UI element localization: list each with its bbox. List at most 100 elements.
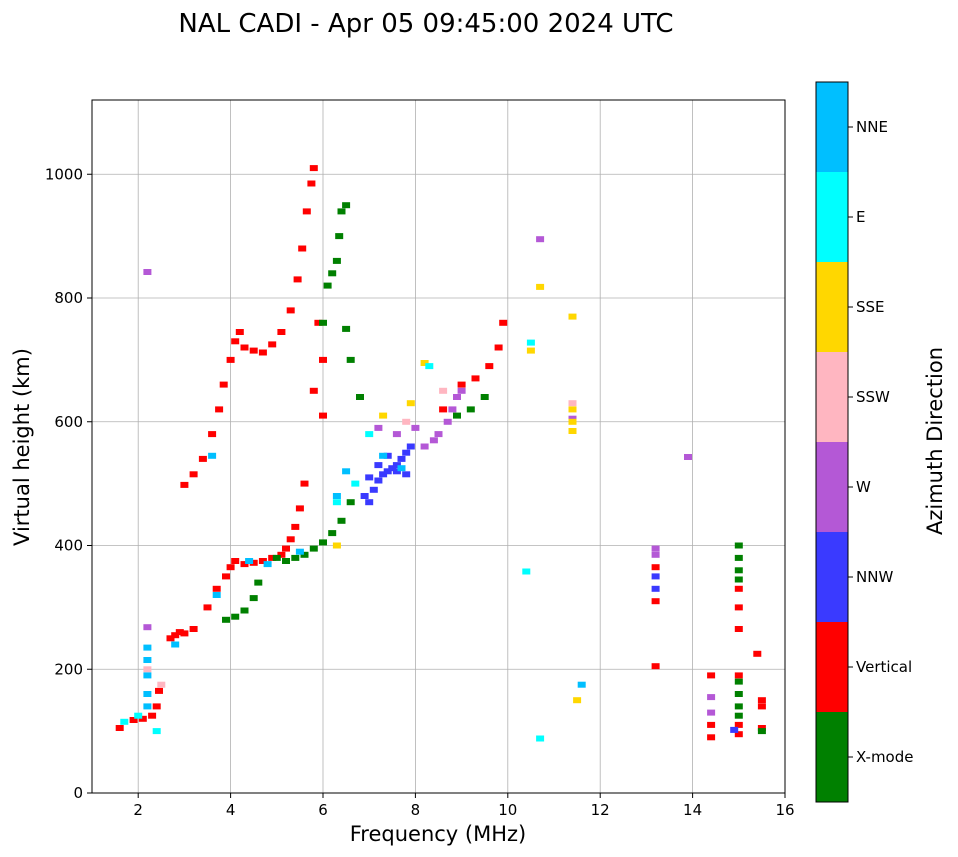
x-tick-label: 12 bbox=[591, 801, 610, 819]
data-point-vertical bbox=[208, 431, 217, 438]
colorbar-swatch-x-mode bbox=[816, 712, 848, 802]
data-point-nnw bbox=[374, 477, 383, 484]
data-point-w bbox=[707, 709, 716, 716]
data-point-vertical bbox=[240, 344, 249, 351]
colorbar-swatch-ssw bbox=[816, 352, 848, 442]
data-point-vertical bbox=[471, 375, 480, 382]
colorbar-tick-label: SSE bbox=[856, 298, 885, 316]
colorbar-swatch-nnw bbox=[816, 532, 848, 622]
data-point-nne bbox=[143, 657, 152, 663]
data-point-nne bbox=[263, 561, 272, 568]
colorbar-tick-label: NNE bbox=[856, 118, 888, 136]
data-point-x-mode bbox=[342, 202, 351, 209]
colorbar-swatch-nne bbox=[816, 82, 848, 172]
data-point-sse bbox=[526, 347, 535, 354]
data-point-e bbox=[425, 363, 434, 370]
data-point-x-mode bbox=[734, 567, 743, 574]
data-point-e bbox=[152, 728, 161, 735]
data-point-w bbox=[411, 424, 420, 431]
data-point-w bbox=[453, 394, 461, 400]
data-point-w bbox=[443, 418, 452, 425]
data-point-nnw bbox=[730, 726, 739, 733]
data-point-nnw bbox=[388, 465, 397, 472]
data-point-nne bbox=[397, 465, 406, 472]
data-point-nne bbox=[577, 681, 586, 688]
y-tick-label: 0 bbox=[73, 784, 83, 802]
x-tick-label: 2 bbox=[133, 801, 143, 819]
data-point-x-mode bbox=[231, 613, 240, 620]
data-point-vertical bbox=[240, 561, 249, 568]
data-point-x-mode bbox=[272, 554, 281, 561]
data-point-w bbox=[143, 269, 152, 275]
data-point-vertical bbox=[277, 329, 286, 335]
data-point-w bbox=[568, 415, 577, 422]
data-point-nnw bbox=[365, 474, 374, 481]
data-points bbox=[115, 165, 766, 742]
data-point-vertical bbox=[166, 635, 175, 642]
data-point-sse bbox=[332, 542, 341, 549]
data-point-x-mode bbox=[222, 616, 230, 623]
data-point-nne bbox=[245, 558, 254, 564]
data-point-vertical bbox=[707, 721, 716, 728]
data-point-vertical bbox=[212, 585, 221, 592]
data-point-nnw bbox=[392, 462, 401, 469]
y-axis-ticks: 0 200 400 600 800 1000 bbox=[45, 165, 92, 802]
data-point-vertical bbox=[226, 356, 235, 363]
data-point-vertical bbox=[258, 349, 267, 356]
data-point-nnw bbox=[369, 486, 378, 493]
data-point-x-mode bbox=[734, 678, 743, 685]
data-point-vertical bbox=[277, 551, 286, 558]
x-axis-label: Frequency (MHz) bbox=[350, 822, 526, 846]
data-point-nne bbox=[208, 452, 217, 459]
data-point-vertical bbox=[215, 406, 224, 413]
data-point-e bbox=[522, 568, 531, 575]
colorbar-swatch-sse bbox=[816, 262, 848, 352]
data-point-vertical bbox=[439, 406, 448, 413]
x-tick-label: 4 bbox=[226, 801, 236, 819]
data-point-sse bbox=[406, 400, 415, 407]
data-point-vertical bbox=[180, 630, 189, 637]
data-point-nne bbox=[143, 703, 152, 710]
data-point-w bbox=[392, 431, 401, 438]
data-point-vertical bbox=[235, 329, 244, 335]
grid-lines bbox=[92, 100, 786, 794]
x-tick-label: 10 bbox=[498, 801, 517, 819]
data-point-x-mode bbox=[328, 530, 337, 537]
colorbar-tick-label: Vertical bbox=[856, 658, 912, 676]
data-point-x-mode bbox=[734, 712, 743, 719]
data-point-vertical bbox=[319, 412, 327, 419]
colorbar-tick-label: E bbox=[856, 208, 865, 226]
data-point-x-mode bbox=[300, 551, 309, 558]
y-axis-label: Virtual height (km) bbox=[10, 348, 34, 546]
data-point-x-mode bbox=[342, 325, 351, 332]
data-point-vertical bbox=[268, 341, 277, 348]
data-point-vertical bbox=[171, 632, 180, 639]
data-point-nnw bbox=[379, 471, 388, 478]
data-point-sse bbox=[568, 406, 577, 413]
data-point-vertical bbox=[734, 721, 743, 728]
data-point-vertical bbox=[499, 319, 508, 326]
data-point-vertical bbox=[286, 536, 295, 543]
data-point-x-mode bbox=[466, 406, 475, 413]
data-point-sse bbox=[379, 412, 388, 419]
data-point-vertical bbox=[293, 276, 302, 283]
data-point-nnw bbox=[397, 455, 406, 462]
data-point-nnw bbox=[383, 468, 392, 475]
data-point-vertical bbox=[757, 725, 766, 731]
colorbar-frame bbox=[815, 81, 849, 803]
data-point-vertical bbox=[219, 381, 228, 388]
data-point-vertical bbox=[707, 734, 716, 741]
data-point-nnw bbox=[402, 471, 411, 478]
data-point-x-mode bbox=[332, 257, 341, 264]
data-point-nnw bbox=[365, 499, 374, 506]
data-point-vertical bbox=[155, 687, 163, 694]
data-point-x-mode bbox=[291, 554, 300, 561]
data-point-sse bbox=[573, 697, 582, 704]
colorbar-label: Azimuth Direction bbox=[923, 347, 947, 535]
data-point-e bbox=[365, 431, 374, 438]
data-point-vertical bbox=[258, 558, 267, 564]
data-point-vertical bbox=[226, 564, 235, 571]
y-tick-label: 400 bbox=[54, 537, 83, 555]
data-point-nne bbox=[212, 592, 221, 598]
